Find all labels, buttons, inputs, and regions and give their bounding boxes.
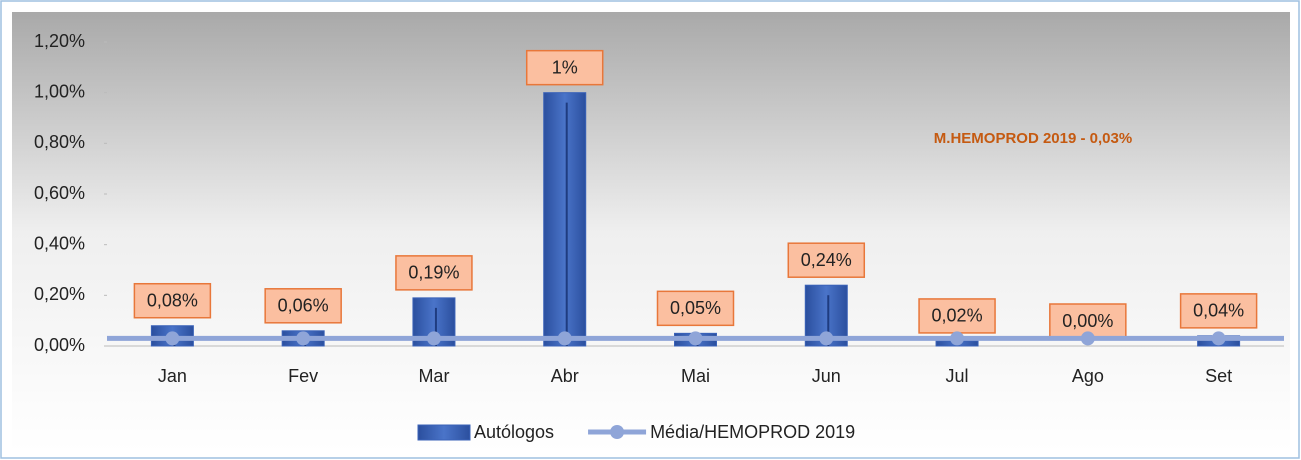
- line-marker: [426, 331, 441, 346]
- line-marker: [1211, 331, 1226, 346]
- y-tick-label: 1,00%: [34, 81, 85, 101]
- line-marker: [688, 331, 703, 346]
- x-tick-label: Jun: [812, 366, 841, 386]
- line-marker: [557, 331, 572, 346]
- value-label: 0,24%: [801, 250, 852, 270]
- legend-label: Média/HEMOPROD 2019: [650, 422, 855, 442]
- x-tick-label: Set: [1205, 366, 1232, 386]
- legend-marker: [610, 425, 625, 439]
- legend-label: Autólogos: [474, 422, 554, 442]
- value-label: 0,04%: [1193, 301, 1244, 321]
- value-label: 1%: [552, 57, 578, 77]
- x-tick-label: Jan: [158, 366, 187, 386]
- value-label: 0,19%: [408, 263, 459, 283]
- value-label-box: [918, 298, 996, 334]
- line-marker: [165, 331, 180, 346]
- line-marker: [950, 331, 965, 346]
- plot-background: [12, 12, 1290, 452]
- x-tick-label: Jul: [946, 366, 969, 386]
- value-label-box: [133, 282, 212, 319]
- y-tick-label: 0,60%: [34, 183, 85, 203]
- x-tick-label: Ago: [1072, 366, 1104, 386]
- y-tick-label: 1,20%: [34, 31, 85, 51]
- y-tick-label: 0,80%: [34, 132, 85, 152]
- line-marker: [1080, 331, 1095, 346]
- value-label-box: [787, 242, 866, 278]
- value-label-box: [1179, 293, 1258, 329]
- value-label-box: [395, 255, 473, 291]
- bar: [543, 92, 587, 347]
- value-label-box: [525, 49, 604, 86]
- x-tick-label: Abr: [551, 366, 579, 386]
- annotation: M.HEMOPROD 2019 - 0,03%: [934, 130, 1132, 147]
- line-marker: [819, 331, 834, 346]
- value-label-box: [656, 290, 735, 327]
- value-label: 0,08%: [147, 290, 198, 310]
- line-marker: [296, 331, 311, 346]
- x-tick-label: Fev: [288, 366, 318, 386]
- value-label: 0,02%: [932, 306, 983, 326]
- y-tick-label: 0,00%: [34, 335, 85, 355]
- value-label-box: [264, 288, 342, 324]
- legend-swatch: [417, 424, 471, 441]
- value-label: 0,00%: [1062, 311, 1113, 331]
- x-tick-label: Mar: [418, 366, 449, 386]
- x-tick-label: Mai: [681, 366, 710, 386]
- value-label: 0,06%: [278, 296, 329, 316]
- y-tick-label: 0,20%: [34, 284, 85, 304]
- value-label: 0,05%: [670, 298, 721, 318]
- y-tick-label: 0,40%: [34, 233, 85, 253]
